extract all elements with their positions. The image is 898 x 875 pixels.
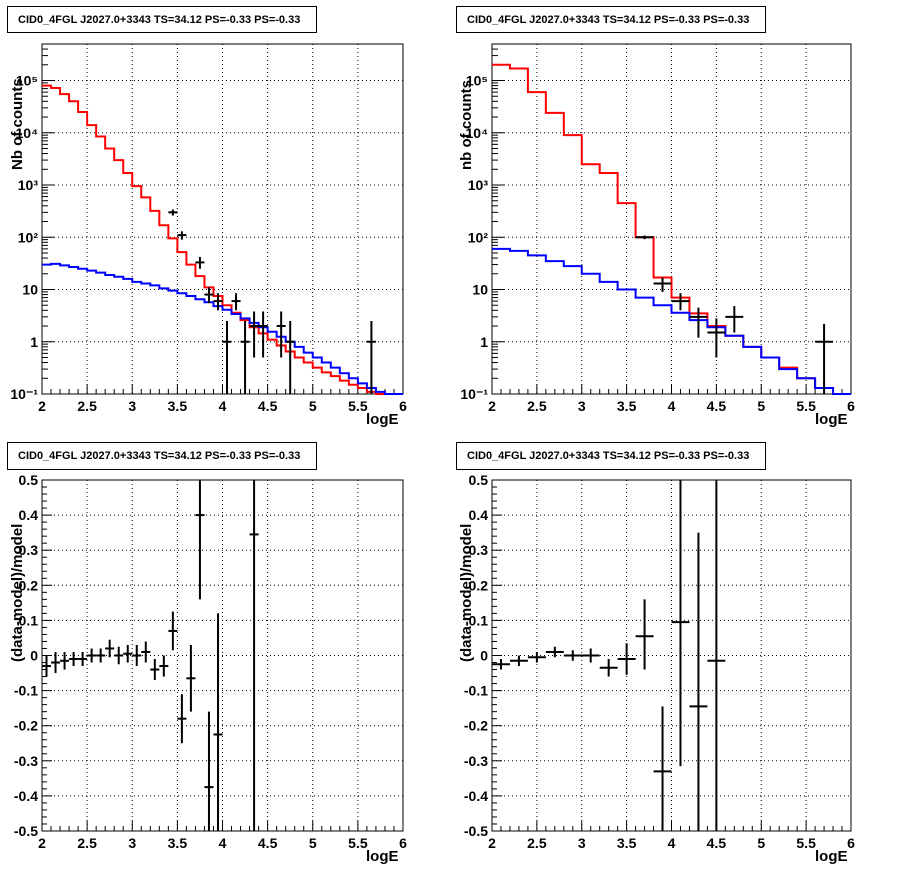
y-tick-label: 0.2 bbox=[19, 577, 39, 593]
background-model-line bbox=[42, 262, 403, 395]
y-tick-label: -0.1 bbox=[14, 683, 38, 699]
chart-plot: 2 2.5 3 3.5 4 4.5 5 5.5 6 10⁻¹ 1 10 10² 10³ 10⁴ 10⁵ bbox=[460, 43, 855, 414]
x-tick-label: 3.5 bbox=[617, 835, 637, 851]
y-tick-label: 10 bbox=[22, 282, 38, 298]
x-tick-label: 4 bbox=[668, 398, 676, 414]
x-tick-label: 4.5 bbox=[707, 398, 727, 414]
x-axis-label: logE bbox=[366, 411, 399, 428]
y-tick-label: -0.4 bbox=[14, 788, 38, 804]
y-tick-label: 0.3 bbox=[19, 542, 39, 558]
y-tick-label: 10² bbox=[18, 229, 39, 245]
x-tick-label: 2 bbox=[38, 398, 46, 414]
y-tick-label: 10⁻¹ bbox=[10, 386, 38, 402]
x-tick-label: 5 bbox=[757, 398, 765, 414]
x-tick-label: 3.5 bbox=[168, 398, 188, 414]
y-tick-label: -0.3 bbox=[464, 753, 488, 769]
x-tick-label: 5.5 bbox=[796, 835, 816, 851]
y-tick-label: 1 bbox=[480, 334, 488, 350]
x-tick-label: 2 bbox=[488, 835, 496, 851]
plot-title: CID0_4FGL J2027.0+3343 TS=34.12 PS=-0.33… bbox=[456, 6, 766, 33]
y-tick-label: 0.2 bbox=[469, 577, 489, 593]
chart-plot: 2 2.5 3 3.5 4 4.5 5 5.5 6 10⁻¹ 1 10 10² 10³ 10⁴ 10⁵ bbox=[10, 43, 407, 414]
pad-bottom-left: 2 2.5 3 3.5 4 4.5 5 5.5 6 -0.5 -0.4 -0.3 -0.2 -0.1 0 0.… bbox=[0, 437, 449, 875]
y-tick-label: -0.5 bbox=[14, 823, 38, 839]
x-tick-label: 2.5 bbox=[77, 398, 97, 414]
y-tick-label: 10 bbox=[472, 282, 488, 298]
x-tick-label: 3.5 bbox=[617, 398, 637, 414]
y-tick-label: 10² bbox=[468, 229, 489, 245]
y-tick-label: 0 bbox=[480, 648, 488, 664]
pad-top-right: 2 2.5 3 3.5 4 4.5 5 5.5 6 10⁻¹ 1 10 10² 10³ 10⁴ 10⁵ CID… bbox=[449, 0, 898, 437]
x-tick-label: 4 bbox=[668, 835, 676, 851]
y-axis-label: (data-model)/model bbox=[458, 523, 475, 662]
x-tick-label: 4 bbox=[219, 835, 227, 851]
y-tick-label: -0.4 bbox=[464, 788, 488, 804]
plot-title: CID0_4FGL J2027.0+3343 TS=34.12 PS=-0.33… bbox=[456, 442, 766, 470]
y-tick-label: 1 bbox=[30, 334, 38, 350]
y-axis-label: Nb of counts bbox=[9, 78, 26, 170]
y-tick-label: 10⁵ bbox=[466, 73, 488, 89]
y-axis-label: (data-model)/model bbox=[9, 523, 26, 662]
pad-bottom-right: 2 2.5 3 3.5 4 4.5 5 5.5 6 -0.5 -0.4 -0.3 -0.2 -0.1 0 0.… bbox=[449, 437, 898, 875]
y-tick-label: 0.3 bbox=[469, 542, 489, 558]
y-tick-label: 0.1 bbox=[469, 612, 489, 628]
y-tick-label: -0.3 bbox=[14, 753, 38, 769]
pad-top-left: 2 2.5 3 3.5 4 4.5 5 5.5 6 10⁻¹ 1 10 10² 10³ 10⁴ 10⁵ CID… bbox=[0, 0, 449, 437]
y-tick-label: 10³ bbox=[18, 177, 39, 193]
x-tick-label: 4 bbox=[219, 398, 227, 414]
x-tick-label: 5.5 bbox=[348, 398, 368, 414]
x-axis-label: logE bbox=[366, 848, 399, 865]
y-tick-label: 0.1 bbox=[19, 612, 39, 628]
y-tick-label: 0.4 bbox=[19, 507, 39, 523]
y-axis-label: nb of counts bbox=[458, 80, 475, 170]
x-tick-label: 3 bbox=[128, 398, 136, 414]
x-tick-label: 6 bbox=[847, 835, 855, 851]
x-tick-label: 6 bbox=[399, 835, 407, 851]
y-tick-label: 0.5 bbox=[469, 472, 489, 488]
x-tick-label: 2.5 bbox=[77, 835, 97, 851]
y-tick-label: -0.5 bbox=[464, 823, 488, 839]
x-tick-label: 5 bbox=[309, 398, 317, 414]
chart-plot: 2 2.5 3 3.5 4 4.5 5 5.5 6 -0.5 -0.4 -0.3 -0.2 -0.1 0 0.… bbox=[464, 472, 855, 851]
y-tick-label: 10⁵ bbox=[16, 73, 38, 89]
y-tick-label: -0.1 bbox=[464, 683, 488, 699]
y-tick-label: 10⁴ bbox=[466, 125, 489, 141]
x-tick-label: 5 bbox=[309, 835, 317, 851]
x-axis-label: logE bbox=[815, 411, 848, 428]
y-tick-label: 0.4 bbox=[469, 507, 489, 523]
total-model-line bbox=[42, 84, 403, 395]
x-tick-label: 3.5 bbox=[168, 835, 188, 851]
x-tick-label: 4.5 bbox=[258, 398, 278, 414]
plot-title: CID0_4FGL J2027.0+3343 TS=34.12 PS=-0.33… bbox=[7, 442, 317, 470]
chart-plot: 2 2.5 3 3.5 4 4.5 5 5.5 6 -0.5 -0.4 -0.3 -0.2 -0.1 0 0.… bbox=[14, 472, 407, 851]
x-tick-label: 3 bbox=[578, 398, 586, 414]
x-tick-label: 4.5 bbox=[707, 835, 727, 851]
background-model-line bbox=[492, 247, 851, 395]
x-tick-label: 6 bbox=[399, 398, 407, 414]
y-tick-label: 10⁻¹ bbox=[460, 386, 488, 402]
x-tick-label: 2.5 bbox=[527, 398, 547, 414]
x-tick-label: 4.5 bbox=[258, 835, 278, 851]
x-tick-label: 5.5 bbox=[348, 835, 368, 851]
x-axis-label: logE bbox=[815, 848, 848, 865]
y-tick-label: 10⁴ bbox=[16, 125, 39, 141]
x-tick-label: 3 bbox=[578, 835, 586, 851]
x-tick-label: 5 bbox=[757, 835, 765, 851]
y-tick-label: 0 bbox=[30, 648, 38, 664]
y-tick-label: 10³ bbox=[468, 177, 489, 193]
x-tick-label: 2 bbox=[488, 398, 496, 414]
plot-title: CID0_4FGL J2027.0+3343 TS=34.12 PS=-0.33… bbox=[7, 6, 317, 33]
y-tick-label: -0.2 bbox=[464, 718, 488, 734]
x-tick-label: 3 bbox=[128, 835, 136, 851]
total-model-line bbox=[492, 63, 851, 395]
x-tick-label: 2.5 bbox=[527, 835, 547, 851]
x-tick-label: 2 bbox=[38, 835, 46, 851]
y-tick-label: -0.2 bbox=[14, 718, 38, 734]
x-tick-label: 6 bbox=[847, 398, 855, 414]
x-tick-label: 5.5 bbox=[796, 398, 816, 414]
y-tick-label: 0.5 bbox=[19, 472, 39, 488]
